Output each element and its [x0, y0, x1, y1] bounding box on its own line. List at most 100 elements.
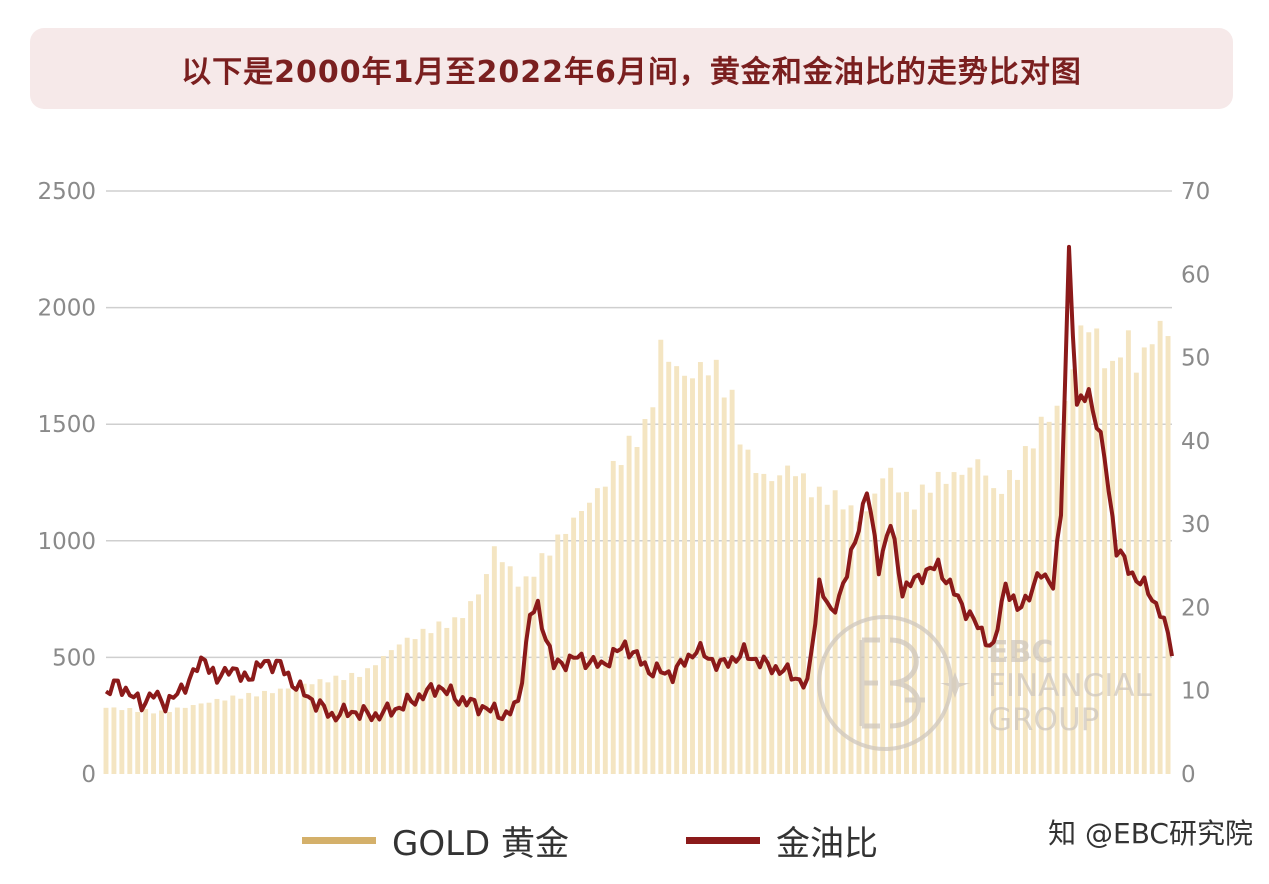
gold-bar: [563, 533, 569, 774]
gold-bar: [159, 710, 164, 774]
gold-bar: [729, 389, 735, 774]
gold-bar: [119, 710, 125, 774]
gold-bar: [515, 586, 521, 774]
gold-bar: [127, 708, 133, 774]
gold-bar: [713, 359, 719, 774]
gold-bar: [753, 473, 759, 774]
gold-bar: [206, 702, 212, 774]
gold-bar: [1102, 368, 1108, 774]
gold-bar: [697, 362, 703, 774]
gold-bar: [808, 497, 814, 774]
gold-bar: [999, 493, 1005, 774]
ratio-line-layer: [104, 244, 1174, 723]
gold-bar: [341, 680, 347, 774]
gold-bar: [1125, 330, 1131, 774]
gold-bar: [1110, 360, 1116, 774]
gold-bar: [476, 594, 481, 774]
ebc-watermark: EBC FINANCIAL GROUP: [817, 615, 1153, 751]
gold-bar: [1038, 416, 1044, 774]
gold-bar: [848, 505, 854, 774]
gold-bar: [935, 471, 941, 774]
gold-bar: [674, 366, 680, 774]
gold-bar: [904, 491, 909, 774]
gold-bar: [642, 419, 648, 774]
gold-bar: [1062, 401, 1068, 774]
gold-bar: [832, 490, 838, 774]
source-credit: 知 @EBC研究院: [1048, 817, 1253, 850]
gold-bar: [491, 546, 497, 774]
gold-bar: [1157, 320, 1163, 774]
gold-bar: [285, 688, 291, 774]
right-tick-label: 40: [1181, 429, 1210, 455]
gold-bar: [975, 459, 981, 774]
gold-bar: [1030, 448, 1036, 774]
watermark-line2: FINANCIAL: [988, 668, 1153, 704]
right-tick-label: 60: [1181, 262, 1210, 288]
gold-bar: [317, 679, 323, 774]
gold-bar: [420, 628, 426, 774]
gold-bar: [579, 511, 584, 774]
left-tick-label: 2500: [37, 179, 96, 205]
gold-bar: [816, 486, 822, 774]
gold-bar: [658, 339, 664, 774]
gold-bar: [634, 446, 640, 774]
gold-bar: [1141, 347, 1147, 774]
right-tick-label: 0: [1181, 762, 1196, 788]
gold-bar: [571, 517, 577, 774]
gold-bar: [745, 449, 751, 774]
gold-bar: [444, 627, 450, 774]
gold-bar: [1070, 369, 1076, 774]
gold-bar: [166, 712, 172, 774]
sparkle-icon: [940, 672, 970, 698]
gold-bar: [864, 511, 870, 774]
gold-bar: [309, 684, 315, 774]
gold-bar: [690, 378, 695, 774]
gold-bar: [761, 473, 767, 774]
gold-bar: [547, 555, 553, 774]
gold-bar: [943, 483, 949, 774]
watermark-logo-glyph: [859, 637, 925, 729]
gold-bar: [888, 467, 894, 774]
gold-bar: [1094, 328, 1100, 774]
left-y-axis: 0 500 1000 1500 2000 2500: [37, 179, 96, 788]
gold-bar: [785, 465, 791, 774]
left-tick-label: 1500: [37, 412, 96, 438]
gold-bar: [610, 460, 616, 774]
right-tick-label: 20: [1181, 595, 1210, 621]
legend-gold-swatch: [302, 836, 376, 844]
gold-bar: [793, 476, 798, 774]
gold-bar: [801, 473, 806, 774]
legend-gold-label: GOLD 黄金: [392, 823, 570, 864]
gold-bar: [301, 683, 307, 774]
right-tick-label: 10: [1181, 679, 1210, 705]
gold-bar: [349, 672, 355, 774]
right-tick-label: 50: [1181, 346, 1210, 372]
gold-bar: [555, 534, 561, 774]
gold-bar: [143, 708, 149, 774]
gold-bar: [991, 488, 997, 774]
gold-bar: [135, 711, 141, 774]
gold-bar: [246, 692, 252, 774]
watermark-line1: EBC: [988, 635, 1053, 670]
gold-bar: [254, 696, 260, 774]
legend-ratio: 金油比: [686, 818, 878, 864]
left-tick-label: 0: [81, 762, 96, 788]
gold-bar: [983, 475, 989, 774]
gold-bar: [293, 686, 299, 774]
left-tick-label: 2000: [37, 296, 96, 322]
gold-bar: [428, 633, 434, 774]
gold-bar: [1165, 336, 1171, 774]
gold-bar: [539, 553, 545, 774]
gold-bar: [111, 707, 117, 774]
gold-bar: [238, 698, 244, 774]
gold-bar: [365, 668, 371, 774]
gold-bar: [269, 693, 275, 774]
gold-bar: [357, 676, 363, 774]
gold-bar: [1133, 372, 1139, 774]
gold-bar: [1078, 325, 1084, 774]
gold-bar: [1086, 332, 1092, 774]
legend-gold: GOLD 黄金: [302, 818, 570, 864]
gold-bar: [468, 601, 474, 774]
chart-title-banner: 以下是2000年1月至2022年6月间，黄金和金油比的走势比对图: [30, 28, 1233, 109]
